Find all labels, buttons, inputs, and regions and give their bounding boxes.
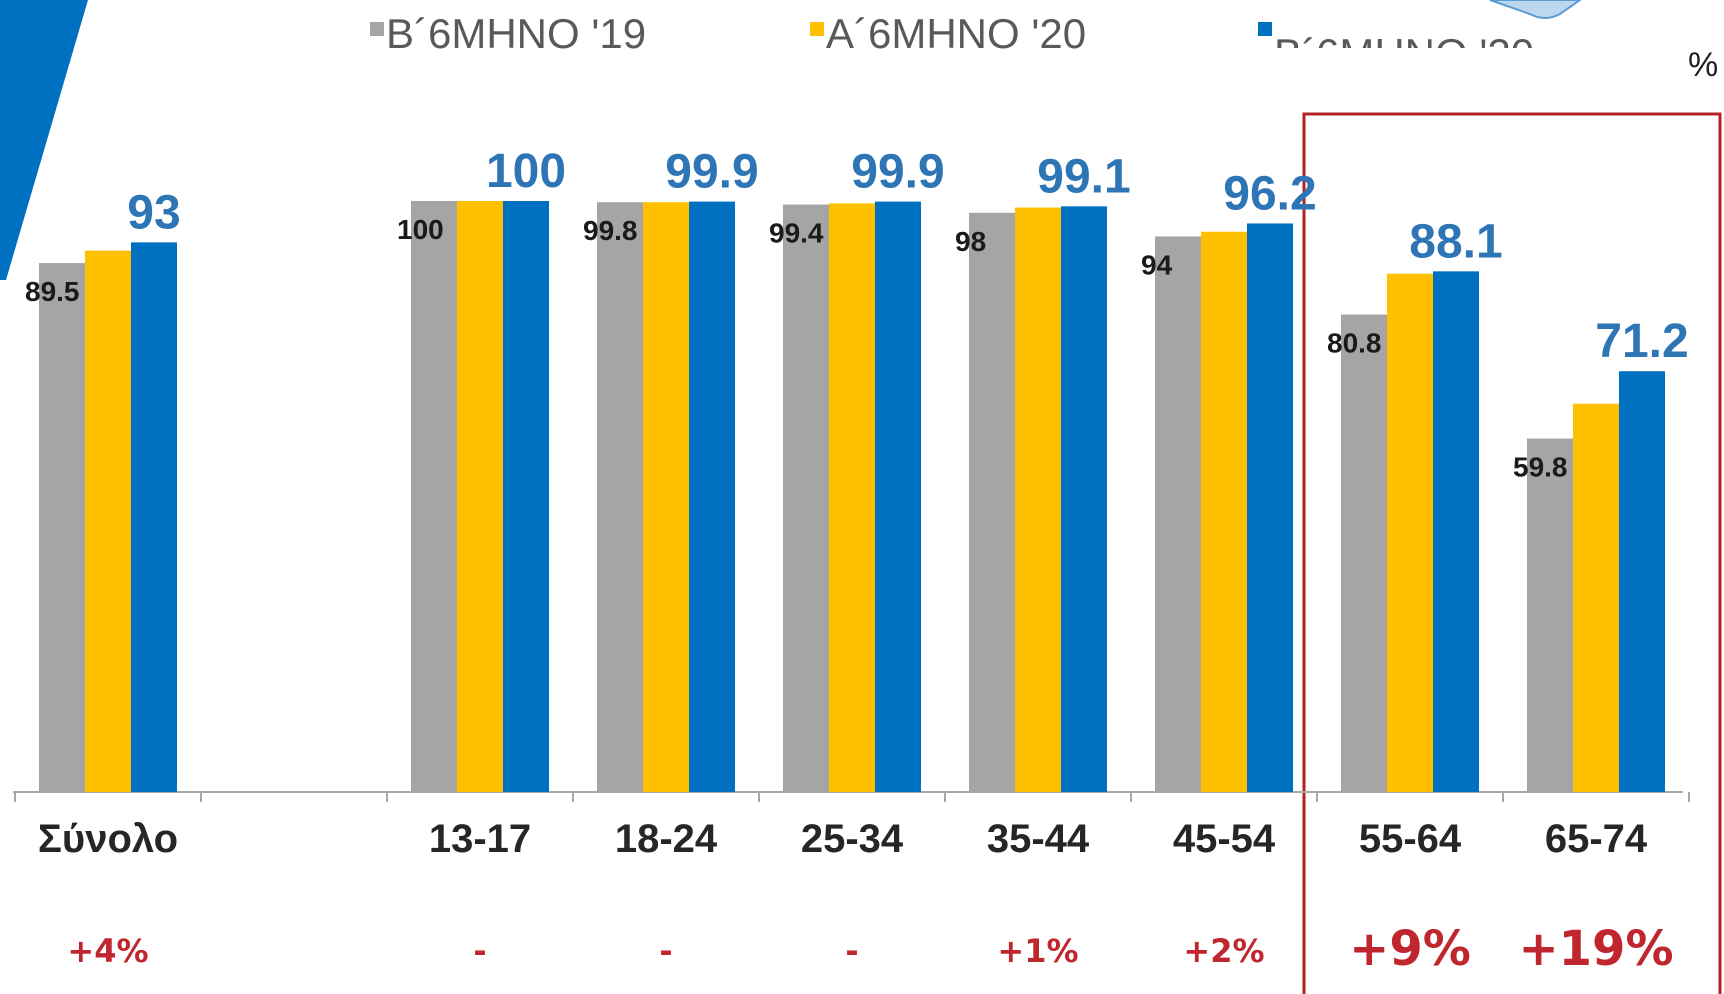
bar xyxy=(875,201,921,792)
change-label: +1% xyxy=(997,932,1078,970)
bar xyxy=(457,201,503,792)
bar xyxy=(969,212,1015,792)
data-label: 89.5 xyxy=(25,276,80,307)
data-label: 98 xyxy=(955,226,986,257)
bar xyxy=(1201,231,1247,792)
x-tick-label: 18-24 xyxy=(615,817,718,861)
data-label: 99.8 xyxy=(583,215,638,246)
bar xyxy=(1387,273,1433,792)
bar xyxy=(597,202,643,792)
data-label: 99.9 xyxy=(851,146,944,199)
data-label: 99.4 xyxy=(769,218,824,249)
bar xyxy=(783,204,829,792)
decor-shape xyxy=(1489,0,1582,19)
bar xyxy=(643,202,689,792)
decor-shape xyxy=(0,0,88,280)
data-label: 99.9 xyxy=(665,146,758,199)
highlight-box xyxy=(1302,112,1722,994)
data-label: 59.8 xyxy=(1513,452,1568,483)
legend-label: Α´6ΜΗΝΟ '20 xyxy=(826,10,1086,57)
data-label: 100 xyxy=(397,214,444,245)
data-label: 100 xyxy=(486,145,566,198)
change-label: +19% xyxy=(1518,921,1673,977)
bar xyxy=(1433,271,1479,793)
change-label: +9% xyxy=(1349,921,1471,977)
data-label: 93 xyxy=(127,186,180,239)
legend-swatch xyxy=(810,22,824,36)
x-tick-label: Σύνολο xyxy=(38,817,178,861)
x-tick-label: 55-64 xyxy=(1359,817,1462,861)
legend-swatch xyxy=(370,22,384,36)
bar xyxy=(85,250,131,793)
change-label: - xyxy=(845,932,858,970)
bar xyxy=(1573,403,1619,792)
data-label: 94 xyxy=(1141,249,1173,280)
x-tick-label: 25-34 xyxy=(801,817,904,861)
bar xyxy=(1061,206,1107,793)
bar xyxy=(689,201,735,792)
x-tick-label: 45-54 xyxy=(1173,817,1276,861)
data-label: 99.1 xyxy=(1037,150,1130,203)
unit-label: % xyxy=(1688,46,1718,84)
bar xyxy=(1015,207,1061,793)
data-label: 71.2 xyxy=(1595,315,1688,368)
bar xyxy=(39,263,85,792)
x-tick-label: 65-74 xyxy=(1545,817,1648,861)
legend-label: Β´6ΜΗΝΟ '19 xyxy=(386,10,646,57)
legend-label: Β´6ΜΗΝΟ '20 xyxy=(1274,30,1534,77)
x-tick-label: 13-17 xyxy=(429,817,531,861)
change-label: - xyxy=(473,932,486,970)
change-label: +4% xyxy=(67,932,148,970)
bar xyxy=(131,242,177,792)
x-tick-label: 35-44 xyxy=(987,817,1090,861)
data-label: 96.2 xyxy=(1223,167,1316,220)
bar xyxy=(1155,236,1201,792)
bar xyxy=(1247,223,1293,792)
data-label: 80.8 xyxy=(1327,327,1382,358)
change-label: +2% xyxy=(1183,932,1264,970)
bar xyxy=(503,201,549,792)
bar xyxy=(829,203,875,792)
bar xyxy=(1341,314,1387,792)
legend-swatch xyxy=(1258,22,1272,36)
data-label: 88.1 xyxy=(1409,215,1502,268)
bar xyxy=(411,201,457,792)
bar xyxy=(1619,371,1665,792)
bar xyxy=(1527,438,1573,792)
change-label: - xyxy=(659,932,672,970)
